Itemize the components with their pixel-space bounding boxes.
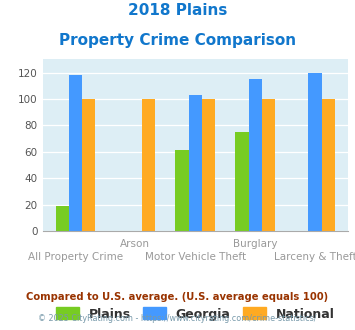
Bar <box>262 99 275 231</box>
Bar <box>82 99 95 231</box>
Bar <box>56 206 69 231</box>
Bar <box>202 99 215 231</box>
Text: Arson: Arson <box>120 239 151 249</box>
Bar <box>235 132 248 231</box>
Bar <box>69 75 82 231</box>
Bar <box>142 99 155 231</box>
Text: 2018 Plains: 2018 Plains <box>128 3 227 18</box>
Bar <box>322 99 335 231</box>
Text: Larceny & Theft: Larceny & Theft <box>274 252 355 262</box>
Bar <box>189 95 202 231</box>
Bar <box>308 73 322 231</box>
Text: All Property Crime: All Property Crime <box>28 252 123 262</box>
Bar <box>175 150 189 231</box>
Text: Property Crime Comparison: Property Crime Comparison <box>59 33 296 48</box>
Text: Motor Vehicle Theft: Motor Vehicle Theft <box>145 252 246 262</box>
Legend: Plains, Georgia, National: Plains, Georgia, National <box>51 303 339 326</box>
Text: © 2025 CityRating.com - https://www.cityrating.com/crime-statistics/: © 2025 CityRating.com - https://www.city… <box>38 314 317 323</box>
Bar <box>248 79 262 231</box>
Text: Burglary: Burglary <box>233 239 277 249</box>
Text: Compared to U.S. average. (U.S. average equals 100): Compared to U.S. average. (U.S. average … <box>26 292 329 302</box>
